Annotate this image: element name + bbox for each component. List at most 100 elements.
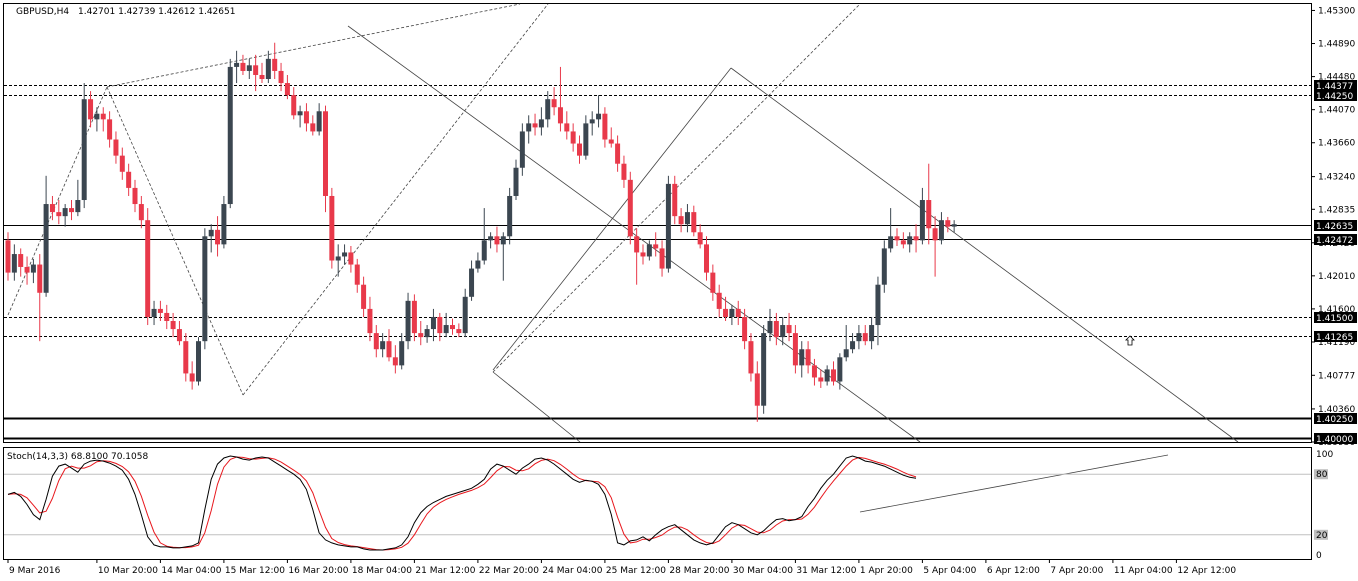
- stoch-tick-label: 100: [1316, 450, 1333, 460]
- x-tick-label: 18 Mar 04:00: [352, 566, 412, 576]
- candle-bear: [945, 220, 951, 227]
- candle-bull: [208, 229, 214, 237]
- candle-bear: [894, 236, 900, 241]
- candle-bear: [132, 187, 138, 205]
- y-tick-label: 1.42835: [1318, 205, 1355, 215]
- price-level-label: 1.44377: [1316, 82, 1353, 92]
- candle-bull: [583, 123, 589, 156]
- candle-bull: [227, 66, 233, 205]
- candle-bear: [113, 139, 119, 156]
- candle-bull: [837, 357, 843, 382]
- y-tick-label: 1.40777: [1318, 371, 1355, 381]
- candle-bull: [780, 325, 786, 338]
- candle-bull: [888, 236, 894, 249]
- candle-bear: [570, 131, 576, 144]
- candle-bear: [107, 119, 113, 140]
- candle-bear: [551, 99, 557, 108]
- candle-bull: [335, 256, 341, 261]
- candle-bull: [94, 113, 100, 120]
- candle-bear: [532, 123, 538, 128]
- candle-bear: [348, 252, 354, 265]
- x-tick-label: 7 Apr 20:00: [1050, 566, 1103, 576]
- trendline: [730, 67, 1239, 443]
- candle-bear: [18, 254, 24, 267]
- candle-bear: [818, 377, 824, 382]
- candle-bear: [602, 113, 608, 140]
- candle-bull: [316, 111, 322, 132]
- candle-bear: [494, 236, 500, 245]
- candle-bear: [386, 341, 392, 358]
- x-tick-label: 14 Mar 04:00: [161, 566, 221, 576]
- trendline: [242, 3, 549, 396]
- candle-bear: [754, 373, 760, 406]
- candle-bull: [507, 195, 513, 237]
- candle-bull: [405, 300, 411, 342]
- candle-bull: [919, 200, 925, 241]
- trendline: [492, 67, 732, 371]
- x-tick-label: 24 Mar 04:00: [542, 566, 602, 576]
- x-axis: 9 Mar 2016 10 Mar 20:00 14 Mar 04:00 15 Mar…: [7, 559, 1236, 576]
- candle-bear: [170, 321, 176, 330]
- candle-bear: [932, 228, 938, 241]
- candle-bear: [710, 272, 716, 293]
- price-level-tag: [1314, 433, 1357, 444]
- candle-bull: [938, 220, 944, 241]
- stoch-pane-frame: [3, 447, 1312, 560]
- candle-bear: [608, 139, 614, 144]
- candle-bear: [659, 248, 665, 269]
- price-level-tag: [1314, 90, 1357, 101]
- candle-bull: [62, 208, 68, 217]
- candle-bear: [627, 179, 633, 237]
- candle-bear: [653, 244, 659, 249]
- candle-bear: [691, 212, 697, 233]
- candle-bull: [850, 341, 856, 350]
- price-level-label: 1.44250: [1316, 92, 1353, 102]
- candle-bear: [176, 329, 182, 342]
- trendline: [492, 3, 861, 373]
- x-tick-label: 28 Mar 20:00: [669, 566, 729, 576]
- price-level-tag: [1314, 234, 1357, 245]
- candle-bear: [926, 200, 932, 229]
- price-level-label: 1.42472: [1316, 236, 1353, 246]
- price-level-label: 1.40000: [1316, 435, 1353, 445]
- candle-bear: [900, 240, 906, 245]
- candle-bear: [354, 264, 360, 285]
- stoch-signal-line: [7, 456, 917, 551]
- candle-bull: [500, 236, 506, 245]
- candle-bear: [284, 83, 290, 96]
- candle-bear: [564, 123, 570, 132]
- price-level-tag: [1314, 220, 1357, 231]
- horizontal-levels: [4, 85, 1311, 440]
- x-tick-label: 6 Apr 12:00: [987, 566, 1040, 576]
- candle-bear: [69, 208, 74, 213]
- stoch-label: Stoch(14,3,3) 68.8100 70.1058: [7, 452, 148, 462]
- x-tick-label: 31 Mar 12:00: [796, 566, 856, 576]
- cursor-arrow-icon: [1125, 335, 1135, 346]
- x-tick-label: 15 Mar 12:00: [225, 566, 285, 576]
- candle-bear: [24, 266, 30, 273]
- candle-bull: [907, 236, 913, 245]
- y-tick-label: 1.44480: [1318, 73, 1355, 83]
- candle-bear: [735, 308, 741, 317]
- candle-bear: [253, 65, 259, 75]
- candle-bear: [215, 229, 221, 245]
- price-level-tag: [1314, 80, 1357, 91]
- candle-bear: [557, 107, 563, 124]
- candle-bear: [88, 99, 94, 120]
- candle-bull: [462, 296, 468, 334]
- candle-bear: [100, 113, 106, 120]
- candle-bear: [367, 308, 373, 334]
- candle-bull: [761, 333, 767, 406]
- candle-bull: [856, 333, 862, 342]
- header-ohlc: 1.42701 1.42739 1.42612 1.42651: [78, 7, 235, 17]
- candle-bear: [831, 369, 836, 382]
- y-tick-label: 1.41190: [1318, 338, 1355, 348]
- y-tick-label: 1.41600: [1318, 305, 1355, 315]
- y-tick-label: 1.44070: [1318, 106, 1355, 116]
- stoch-main-line: [7, 455, 917, 551]
- y-tick-label: 1.42010: [1318, 272, 1355, 282]
- y-tick-label: 1.45300: [1318, 6, 1355, 16]
- candle-bull: [265, 58, 271, 80]
- candle-bear: [640, 252, 646, 257]
- candle-bull: [869, 325, 875, 342]
